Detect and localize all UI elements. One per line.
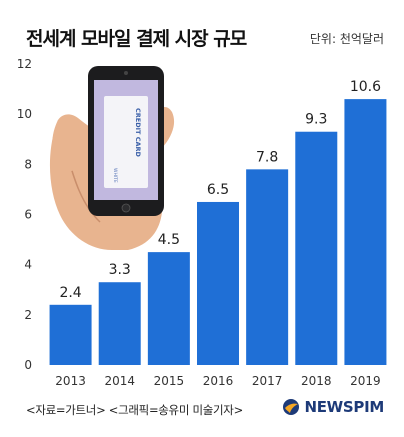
- x-tick-label: 2015: [154, 374, 185, 388]
- phone-illustration: CREDIT CARD WHITE: [49, 66, 175, 251]
- y-axis: 0 2 4 6 8 10 12: [17, 57, 32, 372]
- bars: 2.4 3.3 4.5 6.5 7.8 9.3 10.6: [49, 79, 387, 365]
- bar: [49, 304, 92, 365]
- y-tick-label: 8: [24, 157, 32, 171]
- x-tick-label: 2017: [252, 374, 283, 388]
- bar-value-label: 7.8: [256, 149, 278, 165]
- x-tick-label: 2016: [203, 374, 234, 388]
- bar-value-label: 4.5: [158, 232, 180, 248]
- newspim-logo-icon: [283, 399, 300, 415]
- x-tick-label: 2018: [301, 374, 332, 388]
- unit-label: 단위: 천억달러: [309, 32, 384, 46]
- brand-text: NEWSPIM: [304, 398, 384, 416]
- bar-value-label: 3.3: [109, 262, 131, 278]
- chart-title: 전세계 모바일 결제 시장 규모: [26, 28, 247, 50]
- bar-chart: CREDIT CARD WHITE 0 2 4 6 8 10 12 2.4 3.3 4.5 6.5…: [17, 57, 387, 388]
- y-tick-label: 2: [24, 308, 32, 322]
- card-small-text: WHITE: [112, 168, 118, 183]
- bar: [98, 282, 141, 365]
- bar: [295, 131, 338, 365]
- y-tick-label: 4: [24, 258, 32, 272]
- y-tick-label: 12: [17, 57, 32, 71]
- source-credit: <자료=가트너> <그래픽=송유미 미술기자>: [26, 403, 243, 417]
- x-tick-label: 2013: [55, 374, 86, 388]
- x-tick-label: 2019: [350, 374, 381, 388]
- y-tick-label: 10: [17, 107, 32, 121]
- bar-value-label: 9.3: [305, 112, 327, 128]
- bar: [197, 201, 239, 365]
- x-tick-label: 2014: [104, 374, 135, 388]
- bar-value-label: 2.4: [59, 285, 81, 301]
- card-text: CREDIT CARD: [134, 108, 142, 158]
- newspim-logo: NEWSPIM: [282, 398, 384, 416]
- credit-card: [104, 96, 148, 188]
- bar-value-label: 6.5: [207, 182, 229, 198]
- bar: [246, 169, 289, 365]
- bar: [344, 99, 387, 365]
- y-tick-label: 6: [24, 208, 32, 222]
- y-tick-label: 0: [24, 358, 32, 372]
- x-axis: 2013 2014 2015 2016 2017 2018 2019: [55, 374, 380, 388]
- bar-value-label: 10.6: [350, 79, 381, 95]
- bar: [147, 252, 190, 365]
